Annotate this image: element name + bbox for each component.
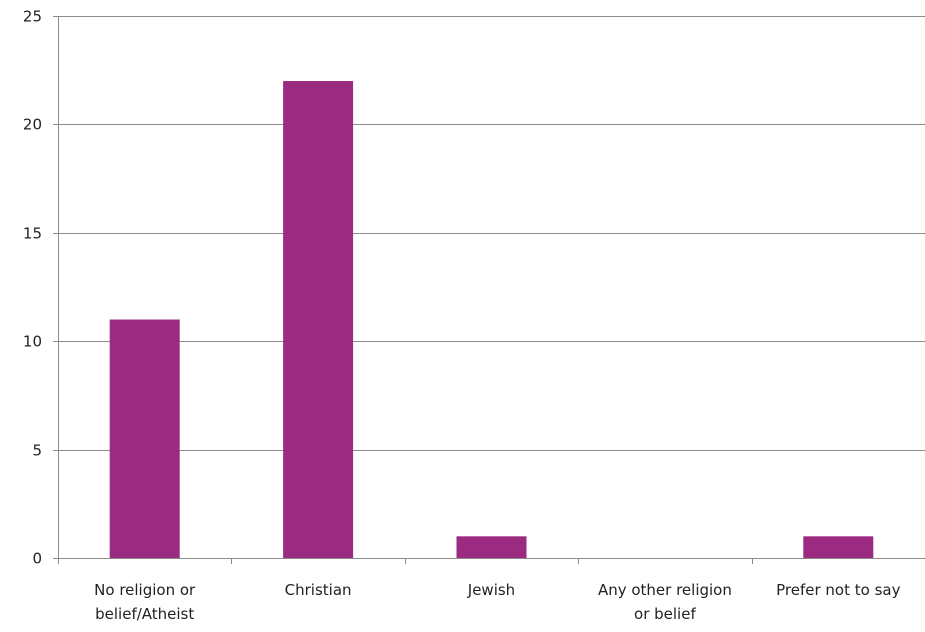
y-tick-label: 10 (23, 333, 42, 351)
bar (109, 319, 180, 558)
y-tick-label: 20 (23, 116, 42, 134)
category-label: belief/Atheist (95, 605, 194, 623)
gridlines (58, 16, 925, 451)
y-tick-label: 25 (23, 8, 42, 26)
bar (456, 536, 527, 558)
category-labels: No religion or belief/Atheist Christian Jew… (94, 581, 900, 623)
axes (53, 16, 925, 564)
category-label: Jewish (467, 581, 515, 599)
bars (109, 81, 874, 558)
category-label: Any other religion (598, 581, 732, 599)
category-label: Christian (285, 581, 352, 599)
bar (803, 536, 874, 558)
category-label: No religion or (94, 581, 196, 599)
y-tick-label: 15 (23, 225, 42, 243)
category-label: Prefer not to say (776, 581, 900, 599)
y-tick-label: 0 (32, 550, 42, 568)
bar (283, 81, 354, 558)
y-tick-label: 5 (32, 442, 42, 460)
category-label: or belief (634, 605, 696, 623)
y-tick-labels: 0 5 10 15 20 25 (23, 8, 42, 568)
